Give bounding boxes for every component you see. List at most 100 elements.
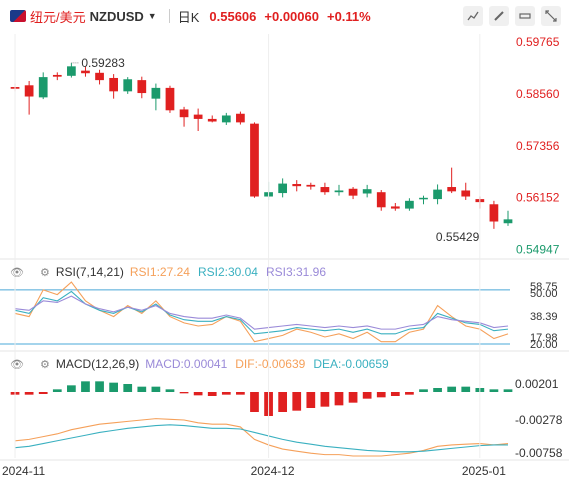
candle-body: [376, 192, 386, 208]
chevron-down-icon[interactable]: ▼: [147, 11, 157, 21]
gear-icon[interactable]: ⚙: [39, 358, 50, 371]
divider: [168, 9, 170, 23]
macd-bar: [123, 384, 133, 392]
macd-histogram: [10, 381, 513, 416]
toolbar: [463, 6, 561, 26]
dea-line: [14, 424, 508, 453]
gear-icon[interactable]: ⚙: [39, 266, 50, 279]
candle-body: [306, 184, 316, 187]
candle-body: [24, 85, 34, 97]
x-axis: 2024-11 2024-12 2025-01: [2, 34, 506, 478]
candle-body: [81, 70, 90, 74]
macd-bar: [292, 392, 302, 411]
price-axis: 0.59765 0.58560 0.57356 0.56152 0.54947: [516, 35, 560, 257]
macd-bar: [250, 392, 259, 412]
candle-body: [52, 74, 62, 77]
flag-icon: [10, 10, 26, 22]
rsi-tick-label: 38.39: [530, 311, 558, 323]
macd-bar: [306, 392, 316, 408]
candle-body: [67, 66, 76, 76]
macd-title: MACD(12,26,9): [55, 357, 140, 371]
last-price: 0.55606: [209, 8, 257, 24]
rsi-guides: [0, 289, 510, 345]
dea-value: DEA:-0.00659: [313, 357, 389, 371]
macd-bar: [362, 392, 372, 399]
price-tick-label: 0.57356: [516, 139, 560, 153]
macd-bar: [151, 386, 161, 392]
chart-header: 纽元/美元 NZDUSD ▼ 日K 0.55606 +0.00060 +0.11…: [0, 0, 569, 32]
macd-bar: [67, 385, 76, 392]
macd-bar: [137, 386, 147, 392]
macd-bar: [348, 392, 358, 403]
macd-bar: [334, 392, 344, 406]
period-selector[interactable]: 日K: [177, 9, 200, 25]
macd-lines: [14, 418, 509, 457]
macd-bar: [390, 392, 400, 396]
pair-symbol[interactable]: NZDUSD: [89, 8, 144, 24]
candle-body: [95, 72, 104, 81]
macd-bar: [447, 386, 457, 392]
macd-bar: [95, 381, 104, 392]
candle-body: [362, 189, 372, 194]
candle-body: [137, 80, 147, 94]
macd-bar: [320, 392, 330, 407]
x-tick-label: 2025-01: [462, 464, 506, 478]
rsi1-value: RSI1:27.24: [129, 265, 190, 279]
eye-icon[interactable]: 👁: [10, 266, 24, 279]
price-tick-label: 0.56152: [516, 191, 560, 205]
price-tick-label: 0.59765: [516, 35, 560, 49]
candle-body: [390, 206, 400, 209]
rsi-series: [14, 281, 509, 343]
macd-bar: [419, 389, 428, 392]
dif-value: DIF:-0.00639: [235, 357, 306, 371]
eye-icon[interactable]: 👁: [10, 358, 24, 371]
macd-bar: [489, 389, 499, 392]
candle-body: [250, 123, 259, 197]
macd-bar: [376, 392, 386, 398]
macd-bar: [221, 392, 231, 395]
candle-body: [320, 187, 330, 193]
macd-bar: [38, 392, 48, 394]
candle-body: [503, 219, 513, 224]
macd-bar: [278, 392, 288, 412]
candle-body: [236, 113, 245, 123]
macd-tick-label: -0.00278: [515, 413, 563, 427]
low-annotation: 0.55429: [436, 230, 480, 244]
candle-body: [109, 77, 118, 92]
price-change-pct: +0.11%: [326, 8, 371, 24]
candle-body: [348, 188, 358, 196]
macd-bar: [81, 381, 90, 392]
rsi-tick-label: 20.00: [530, 339, 558, 351]
x-tick-label: 2024-12: [251, 464, 295, 478]
rsi-tick-label: 50.00: [530, 288, 558, 300]
rsi-tick-label: 17.98: [530, 332, 558, 344]
price-tick-label: 0.54947: [516, 243, 560, 257]
candle-body: [405, 200, 414, 209]
candle-body: [165, 87, 175, 111]
macd-bar: [109, 382, 118, 392]
candle-body: [461, 190, 471, 197]
candle-body: [433, 189, 442, 200]
ruler-icon[interactable]: [515, 6, 535, 26]
candle-body: [38, 77, 48, 98]
rsi-line-2: [14, 290, 509, 335]
rsi-line-3: [14, 295, 509, 330]
pair-name-cn[interactable]: 纽元/美元: [30, 9, 86, 25]
macd-bar: [461, 386, 471, 392]
annotations: 0.59283 0.55429: [71, 56, 480, 244]
rsi2-value: RSI2:30.04: [197, 265, 258, 279]
pencil-icon[interactable]: [489, 6, 509, 26]
macd-bar: [207, 392, 217, 396]
candle-body: [278, 183, 288, 194]
macd-value: MACD:0.00041: [145, 357, 228, 371]
candle-body: [489, 204, 499, 222]
chart-icon[interactable]: [463, 6, 483, 26]
macd-bar: [165, 389, 175, 392]
expand-icon[interactable]: [541, 6, 561, 26]
rsi-header: 👁 ⚙ RSI(7,14,21) RSI1:27.24 RSI2:30.04 R…: [0, 262, 326, 282]
candlestick-series: [10, 62, 513, 229]
rsi3-value: RSI3:31.96: [265, 265, 327, 279]
x-tick-label: 2024-11: [2, 464, 45, 478]
